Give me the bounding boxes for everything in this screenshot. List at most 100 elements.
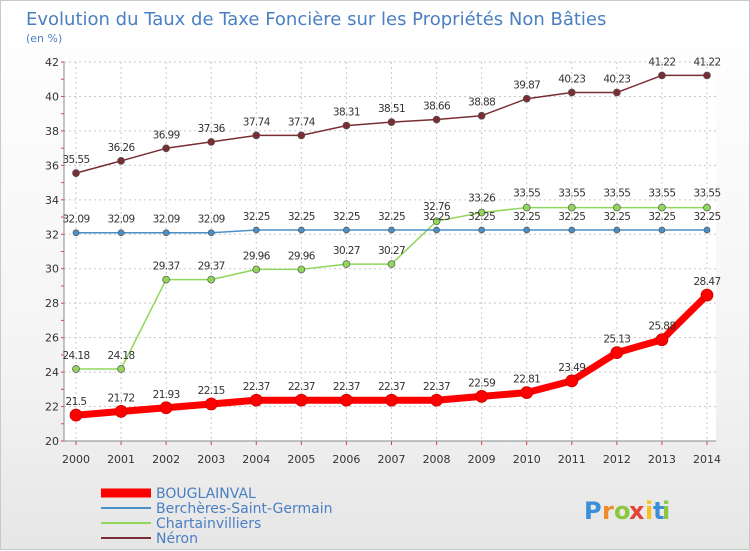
data-label: 30.27 [333, 245, 360, 257]
legend: BOUGLAINVALBerchères-Saint-GermainCharta… [101, 486, 333, 547]
data-label: 36.26 [108, 142, 136, 154]
data-label: 32.09 [153, 214, 180, 226]
data-point [432, 115, 441, 124]
logo-letter: o [614, 497, 631, 525]
data-point [700, 288, 714, 302]
data-point [475, 390, 488, 403]
x-tick-label: 2009 [468, 453, 496, 466]
y-tick-label: 40 [45, 90, 59, 103]
data-point [117, 365, 125, 373]
data-point [613, 226, 621, 234]
data-label: 22.15 [198, 385, 225, 397]
data-label: 30.27 [378, 245, 405, 257]
data-label: 32.76 [423, 201, 451, 213]
data-point [159, 401, 173, 415]
y-tick-label: 32 [45, 228, 59, 241]
data-point [567, 203, 576, 212]
data-label: 21.72 [108, 392, 135, 404]
data-label: 29.37 [198, 261, 225, 273]
data-point [252, 131, 261, 140]
data-point [478, 226, 485, 234]
x-tick-label: 2008 [423, 453, 451, 466]
data-label: 22.37 [423, 381, 450, 393]
logo-letter: i [662, 497, 670, 525]
x-tick-label: 2003 [197, 453, 225, 466]
data-point [117, 157, 125, 165]
y-tick-label: 38 [45, 125, 59, 138]
data-label: 33.55 [558, 188, 585, 200]
data-label: 36.99 [153, 129, 180, 141]
legend-label: Chartainvilliers [156, 516, 261, 532]
data-label: 33.26 [468, 193, 496, 205]
data-label: 33.55 [513, 188, 540, 200]
data-label: 32.25 [243, 211, 270, 223]
logo-letter: P [584, 497, 602, 525]
data-point [567, 88, 576, 97]
data-label: 32.25 [423, 211, 450, 223]
data-point [297, 131, 306, 140]
data-label: 33.55 [693, 188, 720, 200]
data-point [342, 260, 351, 268]
legend-label: Néron [156, 531, 198, 547]
data-label: 22.37 [288, 381, 315, 393]
data-point [522, 94, 531, 103]
data-point [252, 226, 260, 234]
data-label: 40.23 [603, 73, 630, 85]
data-point [430, 393, 443, 407]
data-label: 22.37 [243, 381, 270, 393]
legend-label: Berchères-Saint-Germain [156, 501, 333, 517]
data-point [703, 203, 711, 212]
data-label: 22.81 [513, 374, 540, 386]
data-label: 38.31 [333, 107, 360, 119]
data-point [477, 208, 486, 217]
data-point [297, 265, 306, 274]
data-label: 25.13 [603, 334, 630, 346]
data-point [703, 226, 711, 234]
data-point [342, 121, 351, 130]
y-tick-label: 30 [45, 263, 59, 276]
data-point [658, 226, 666, 234]
data-label: 32.25 [468, 211, 495, 223]
data-label: 39.87 [513, 80, 540, 92]
y-tick-label: 26 [45, 332, 59, 345]
data-point [388, 226, 395, 234]
data-point [252, 265, 261, 274]
x-tick-label: 2002 [152, 453, 180, 466]
data-label: 29.37 [153, 261, 180, 273]
data-label: 37.36 [198, 123, 226, 135]
data-label-layer: 21.5 21.72 21.93 22.15 22.37 22.37 22.37 22.37 2… [62, 56, 721, 408]
x-tick-label: 2006 [332, 453, 360, 466]
x-tick-label: 2000 [62, 453, 90, 466]
data-label: 37.74 [243, 116, 271, 128]
data-label: 32.09 [108, 214, 135, 226]
x-tick-label: 2014 [693, 453, 721, 466]
x-tick-label: 2007 [378, 453, 406, 466]
data-label: 32.09 [198, 214, 225, 226]
data-point [72, 229, 80, 237]
data-label: 29.96 [243, 250, 271, 262]
data-label: 32.25 [693, 211, 720, 223]
data-label: 32.09 [62, 214, 89, 226]
y-tick-label: 34 [45, 194, 59, 207]
y-axis-unit: (en %) [26, 32, 62, 45]
data-point [613, 88, 621, 97]
data-label: 21.93 [153, 389, 180, 401]
data-point [610, 346, 624, 359]
data-label: 32.25 [513, 211, 540, 223]
data-point [520, 386, 534, 399]
data-label: 41.22 [648, 56, 675, 68]
data-point [568, 226, 576, 234]
data-label: 23.49 [558, 362, 585, 374]
legend-label: BOUGLAINVAL [156, 486, 256, 502]
data-label: 32.25 [288, 211, 315, 223]
data-label: 25.88 [648, 321, 675, 333]
data-point [295, 393, 308, 407]
data-point [433, 226, 440, 234]
data-label: 29.96 [288, 250, 316, 262]
data-label: 32.25 [558, 211, 585, 223]
data-point [207, 275, 216, 284]
data-label: 41.22 [693, 56, 720, 68]
data-point [565, 374, 579, 388]
data-point [343, 226, 350, 234]
data-label: 22.37 [378, 381, 405, 393]
